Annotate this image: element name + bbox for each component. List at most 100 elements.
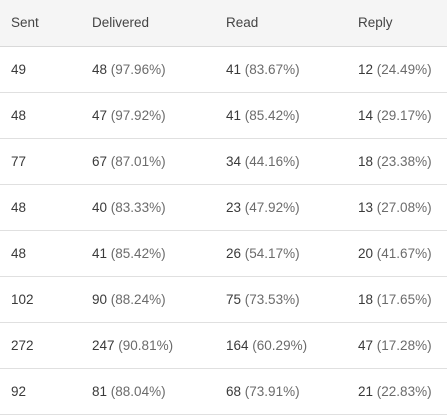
column-header-sent[interactable]: Sent xyxy=(11,15,39,31)
cell-reply-percent: (24.49%) xyxy=(376,61,432,77)
cell-read-percent: (47.92%) xyxy=(244,199,300,215)
table-row: 48 47 (97.92%) 41 (85.42%) 14 (29.17%) xyxy=(0,92,447,138)
cell-read-percent: (60.29%) xyxy=(252,337,308,353)
cell-sent-value: 272 xyxy=(11,337,34,353)
table-row: 77 67 (87.01%) 34 (44.16%) 18 (23.38%) xyxy=(0,138,447,184)
cell-delivered: 90 (88.24%) xyxy=(81,276,215,322)
cell-delivered-percent: (83.33%) xyxy=(110,199,166,215)
cell-read-value: 164 xyxy=(226,337,249,353)
cell-reply: 13 (27.08%) xyxy=(347,184,447,230)
cell-reply-value: 47 xyxy=(358,337,374,353)
cell-read-percent: (83.67%) xyxy=(244,61,300,77)
table-header: Sent Delivered Read Reply xyxy=(0,0,447,46)
cell-read-percent: (73.53%) xyxy=(244,291,300,307)
cell-sent-value: 48 xyxy=(11,245,27,261)
cell-delivered-percent: (97.92%) xyxy=(110,107,166,123)
cell-reply-value: 18 xyxy=(358,291,374,307)
cell-reply-value: 20 xyxy=(358,245,374,261)
cell-delivered: 48 (97.96%) xyxy=(81,46,215,92)
cell-delivered: 67 (87.01%) xyxy=(81,138,215,184)
cell-reply-value: 13 xyxy=(358,199,374,215)
cell-delivered-percent: (88.24%) xyxy=(110,291,166,307)
cell-delivered-value: 81 xyxy=(92,383,108,399)
cell-reply-percent: (27.08%) xyxy=(376,199,432,215)
cell-sent-value: 77 xyxy=(11,153,27,169)
cell-sent: 49 xyxy=(0,46,81,92)
cell-delivered-value: 47 xyxy=(92,107,108,123)
cell-sent: 77 xyxy=(0,138,81,184)
cell-reply: 14 (29.17%) xyxy=(347,92,447,138)
cell-read-value: 68 xyxy=(226,383,242,399)
cell-read: 41 (83.67%) xyxy=(215,46,347,92)
cell-sent: 48 xyxy=(0,230,81,276)
cell-delivered-percent: (85.42%) xyxy=(110,245,166,261)
cell-read: 164 (60.29%) xyxy=(215,322,347,368)
cell-reply-percent: (23.38%) xyxy=(376,153,432,169)
cell-read-percent: (54.17%) xyxy=(244,245,300,261)
cell-reply-value: 12 xyxy=(358,61,374,77)
cell-read: 26 (54.17%) xyxy=(215,230,347,276)
cell-delivered-value: 40 xyxy=(92,199,108,215)
column-header-delivered[interactable]: Delivered xyxy=(92,15,150,31)
cell-reply-value: 18 xyxy=(358,153,374,169)
cell-delivered: 41 (85.42%) xyxy=(81,230,215,276)
cell-reply: 21 (22.83%) xyxy=(347,368,447,414)
cell-read-value: 23 xyxy=(226,199,242,215)
cell-sent: 102 xyxy=(0,276,81,322)
cell-reply-percent: (41.67%) xyxy=(376,245,432,261)
cell-delivered-value: 48 xyxy=(92,61,108,77)
cell-reply-percent: (17.28%) xyxy=(376,337,432,353)
cell-reply-value: 14 xyxy=(358,107,374,123)
cell-reply-percent: (17.65%) xyxy=(376,291,432,307)
cell-sent-value: 92 xyxy=(11,383,27,399)
cell-sent: 92 xyxy=(0,368,81,414)
cell-sent-value: 48 xyxy=(11,107,27,123)
cell-sent-value: 48 xyxy=(11,199,27,215)
cell-read-value: 26 xyxy=(226,245,242,261)
cell-reply-percent: (29.17%) xyxy=(376,107,432,123)
table-row: 102 90 (88.24%) 75 (73.53%) 18 (17.65%) xyxy=(0,276,447,322)
cell-delivered-percent: (87.01%) xyxy=(110,153,166,169)
cell-read: 23 (47.92%) xyxy=(215,184,347,230)
cell-delivered: 47 (97.92%) xyxy=(81,92,215,138)
cell-delivered-percent: (88.04%) xyxy=(110,383,166,399)
cell-delivered: 40 (83.33%) xyxy=(81,184,215,230)
table-row: 272 247 (90.81%) 164 (60.29%) 47 (17.28%) xyxy=(0,322,447,368)
cell-sent: 272 xyxy=(0,322,81,368)
cell-sent-value: 49 xyxy=(11,61,27,77)
table-row: 48 41 (85.42%) 26 (54.17%) 20 (41.67%) xyxy=(0,230,447,276)
cell-delivered-percent: (90.81%) xyxy=(118,337,174,353)
cell-read-value: 34 xyxy=(226,153,242,169)
cell-reply: 18 (17.65%) xyxy=(347,276,447,322)
cell-reply: 18 (23.38%) xyxy=(347,138,447,184)
cell-reply: 12 (24.49%) xyxy=(347,46,447,92)
cell-delivered-value: 41 xyxy=(92,245,108,261)
cell-read-percent: (85.42%) xyxy=(244,107,300,123)
cell-delivered: 81 (88.04%) xyxy=(81,368,215,414)
cell-read-value: 75 xyxy=(226,291,242,307)
cell-delivered-value: 67 xyxy=(92,153,108,169)
table-row: 92 81 (88.04%) 68 (73.91%) 21 (22.83%) xyxy=(0,368,447,414)
cell-delivered-value: 247 xyxy=(92,337,115,353)
cell-read-percent: (73.91%) xyxy=(244,383,300,399)
cell-delivered-percent: (97.96%) xyxy=(110,61,166,77)
cell-reply-percent: (22.83%) xyxy=(376,383,432,399)
cell-sent-value: 102 xyxy=(11,291,34,307)
cell-reply: 47 (17.28%) xyxy=(347,322,447,368)
cell-read-value: 41 xyxy=(226,107,242,123)
cell-delivered: 247 (90.81%) xyxy=(81,322,215,368)
cell-read: 68 (73.91%) xyxy=(215,368,347,414)
cell-read-percent: (44.16%) xyxy=(244,153,300,169)
cell-read-value: 41 xyxy=(226,61,242,77)
column-header-reply[interactable]: Reply xyxy=(358,15,393,31)
cell-reply-value: 21 xyxy=(358,383,374,399)
cell-read: 34 (44.16%) xyxy=(215,138,347,184)
header-row: Sent Delivered Read Reply xyxy=(0,0,447,46)
table-row: 48 40 (83.33%) 23 (47.92%) 13 (27.08%) xyxy=(0,184,447,230)
cell-sent: 48 xyxy=(0,184,81,230)
column-header-read[interactable]: Read xyxy=(226,15,259,31)
table-row: 49 48 (97.96%) 41 (83.67%) 12 (24.49%) xyxy=(0,46,447,92)
table-body: 49 48 (97.96%) 41 (83.67%) 12 (24.49%) 48 47 … xyxy=(0,46,447,414)
cell-read: 41 (85.42%) xyxy=(215,92,347,138)
